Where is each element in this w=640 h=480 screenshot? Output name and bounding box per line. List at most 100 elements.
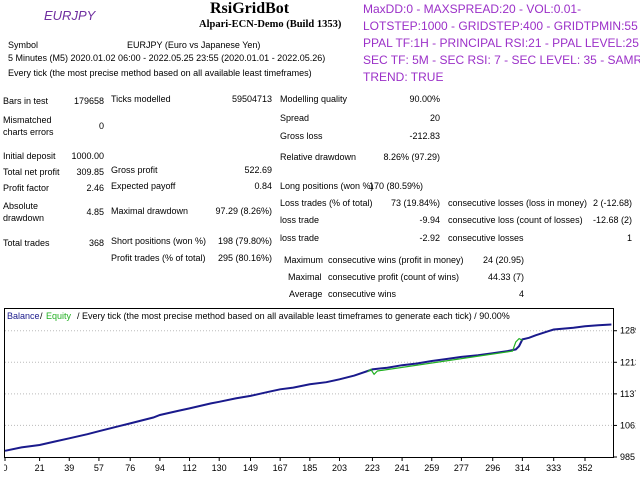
series-line-balance	[4, 323, 612, 452]
model-line: Every tick (the most precise method base…	[8, 68, 312, 78]
y-tick-label: 985	[620, 452, 635, 462]
modelling-quality-label: Modelling quality	[280, 94, 348, 104]
loss-trade-value: -9.94	[419, 215, 440, 225]
mismatched-label: Mismatched	[3, 115, 52, 125]
initial-deposit-value: 1000.00	[71, 151, 104, 161]
expected-payoff-label: Expected payoff	[111, 181, 176, 191]
max-cons-wins-label: Maximum	[284, 255, 324, 265]
spread-value: 20	[429, 113, 440, 123]
x-tick-label: 94	[155, 463, 165, 473]
x-tick-label: 352	[577, 463, 592, 473]
cons-losses-label: consecutive losses	[448, 233, 524, 243]
ticks-modelled-value: 59504713	[231, 94, 272, 104]
profit-trades-label: Profit trades (% of total)	[111, 253, 206, 263]
total-net-profit-label: Total net profit	[3, 167, 60, 177]
cons-loss-count-value: -12.68 (2)	[592, 215, 632, 225]
long-positions-label: Long positions (won %)	[280, 181, 374, 191]
bars-in-test-label: Bars in test	[3, 96, 49, 106]
report-title: RsiGridBot	[210, 0, 290, 17]
balance-chart: Balance / Equity / Every tick (the most …	[4, 308, 636, 473]
symbol-value: EURJPY (Euro vs Japanese Yen)	[127, 40, 261, 50]
x-tick-label: 203	[332, 463, 347, 473]
ticks-modelled-label: Ticks modelled	[111, 94, 171, 104]
gross-loss-value: -212.83	[409, 131, 440, 141]
x-tick-label: 112	[182, 463, 196, 473]
param-line: PPAL TF:1H - PRINCIPAL RSI:21 - PPAL LEV…	[363, 36, 639, 50]
x-tick-label: 314	[515, 463, 530, 473]
cons-losses-money-value: 2 (-12.68)	[592, 198, 632, 208]
cons-losses-value: 1	[626, 233, 632, 243]
maximal-cons-profit-label-2: consecutive profit (count of wins)	[328, 272, 460, 282]
max-cons-wins-value: 24 (20.95)	[482, 255, 524, 265]
maximal-drawdown-label: Maximal drawdown	[111, 206, 189, 216]
absolute-drawdown-label: Absolute	[3, 201, 39, 211]
loss-trades-label: Loss trades (% of total)	[280, 198, 373, 208]
series-line-equity	[367, 337, 523, 376]
average-cons-wins-label: Average	[289, 289, 323, 299]
loss-trade-label: loss trade	[280, 233, 320, 243]
x-tick-label: 259	[424, 463, 439, 473]
param-line: LOTSTEP:1000 - GRIDSTEP:400 - GRIDTPMIN:…	[363, 19, 640, 33]
short-positions-value: 198 (79.80%)	[217, 236, 272, 246]
long-positions-value: 170 (80.59%)	[369, 181, 424, 191]
short-positions-label: Short positions (won %)	[111, 236, 207, 246]
legend-text: / Every tick (the most precise method ba…	[77, 311, 510, 321]
param-line: TREND: TRUE	[363, 70, 444, 84]
maximal-cons-profit-label: Maximal	[288, 272, 322, 282]
gross-loss-label: Gross loss	[280, 131, 323, 141]
loss-trade-value: -2.92	[419, 233, 440, 243]
mismatched-value: 0	[98, 121, 104, 131]
param-line: MaxDD:0 - MAXSPREAD:20 - VOL:0.01-	[363, 2, 582, 16]
bars-in-test-value: 179658	[73, 96, 104, 106]
x-tick-label: 76	[125, 463, 135, 473]
period-line: 5 Minutes (M5) 2020.01.02 06:00 - 2022.0…	[8, 53, 326, 63]
total-net-profit-value: 309.85	[76, 167, 104, 177]
x-tick-label: 21	[35, 463, 45, 473]
symbol-logo: EURJPY	[44, 8, 96, 23]
spread-label: Spread	[280, 113, 310, 123]
x-tick-label: 333	[546, 463, 561, 473]
x-tick-label: 296	[485, 463, 500, 473]
mismatched-label-2: charts errors	[3, 127, 54, 137]
y-tick-label: 1137	[620, 389, 636, 399]
param-line: SEC TF: 5M - SEC RSI: 7 - SEC LEVEL: 35 …	[363, 53, 640, 67]
y-tick-label: 1289	[620, 326, 636, 336]
absolute-drawdown-label-2: drawdown	[3, 213, 45, 223]
symbol-label: Symbol	[8, 40, 39, 50]
relative-drawdown-value: 8.26% (97.29)	[383, 152, 440, 162]
gross-profit-label: Gross profit	[111, 165, 158, 175]
cons-loss-count-label: consecutive loss (count of losses)	[448, 215, 583, 225]
x-tick-label: 277	[454, 463, 469, 473]
legend-equity: Equity	[46, 311, 72, 321]
x-tick-label: 57	[94, 463, 104, 473]
x-tick-label: 130	[212, 463, 227, 473]
average-cons-wins-label-2: consecutive wins	[328, 289, 397, 299]
x-tick-label: 167	[273, 463, 288, 473]
initial-deposit-label: Initial deposit	[3, 151, 56, 161]
profit-factor-label: Profit factor	[3, 183, 50, 193]
total-trades-value: 368	[88, 238, 104, 248]
x-tick-label: 185	[302, 463, 317, 473]
report-subtitle: Alpari-ECN-Demo (Build 1353)	[199, 19, 342, 30]
total-trades-label: Total trades	[3, 238, 50, 248]
relative-drawdown-label: Relative drawdown	[280, 152, 357, 162]
maximal-drawdown-value: 97.29 (8.26%)	[215, 206, 272, 216]
legend-sep: /	[40, 311, 43, 321]
ea-parameters: MaxDD:0 - MAXSPREAD:20 - VOL:0.01- LOTST…	[363, 1, 640, 86]
plot-frame	[4, 308, 614, 458]
cons-losses-money-label: consecutive losses (loss in money)	[448, 198, 588, 208]
modelling-quality-value: 90.00%	[409, 94, 440, 104]
x-tick-label: 241	[395, 463, 410, 473]
profit-factor-value: 2.46	[86, 183, 104, 193]
x-tick-label: 149	[243, 463, 258, 473]
loss-trade-label: loss trade	[280, 215, 320, 225]
gross-profit-value: 522.69	[244, 165, 272, 175]
absolute-drawdown-value: 4.85	[86, 207, 104, 217]
x-tick-label: 39	[64, 463, 74, 473]
loss-trades-value: 73 (19.84%)	[390, 198, 440, 208]
profit-trades-value: 295 (80.16%)	[217, 253, 272, 263]
legend-balance: Balance	[7, 311, 40, 321]
x-tick-label: 0	[4, 463, 8, 473]
x-tick-label: 223	[365, 463, 380, 473]
